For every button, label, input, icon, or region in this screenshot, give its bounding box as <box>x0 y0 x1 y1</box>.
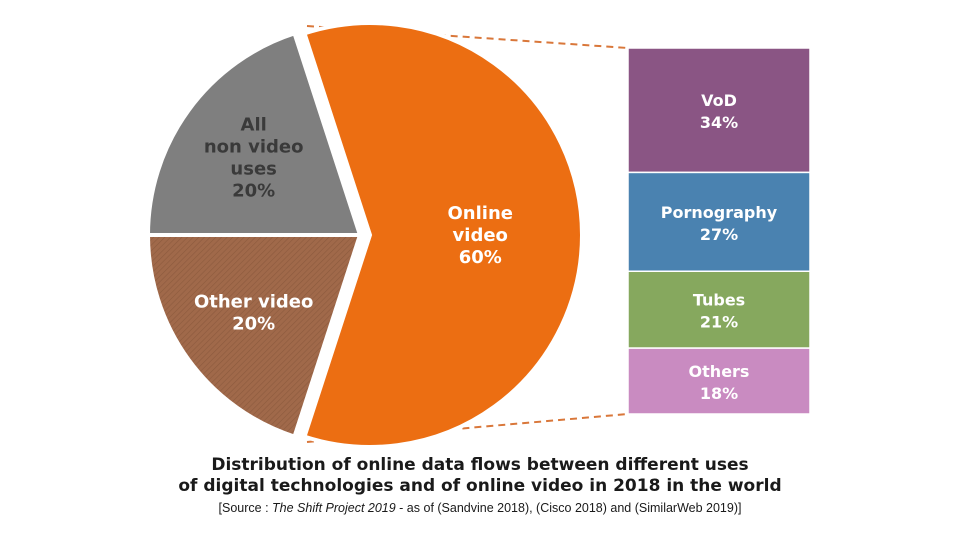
pie-chart: Online video 60%Other video 20%All non video… <box>145 21 584 449</box>
pie-label-online: Online video 60% <box>447 203 512 268</box>
bar-label-others: Others <box>689 362 750 381</box>
pie-label-line: 60% <box>459 247 502 268</box>
pie-label-line: All <box>241 115 267 136</box>
source-suffix: - as of (Sandvine 2018), (Cisco 2018) an… <box>395 501 742 515</box>
bar-value-others: 18% <box>700 384 738 403</box>
bar-label-vod: VoD <box>701 91 737 110</box>
caption-source: [Source : The Shift Project 2019 - as of… <box>0 500 960 516</box>
stacked-bar: VoD 34% Pornography 27% Tubes 21% Others 18% <box>627 47 811 415</box>
pie-label-line: uses <box>230 159 276 180</box>
bar-segment-others <box>627 347 811 415</box>
pie-label-all: All non video uses 20% <box>204 115 304 202</box>
pie-label-line: 20% <box>232 313 275 334</box>
bar-label-pornography: Pornography <box>661 203 778 222</box>
bar-segment-vod <box>627 47 811 174</box>
bar-value-vod: 34% <box>700 113 738 132</box>
pie-label-line: Other video <box>194 291 313 312</box>
source-italic: The Shift Project 2019 <box>272 501 396 515</box>
pie-label-line: non video <box>204 137 304 158</box>
pie-label-line: 20% <box>232 181 275 202</box>
bar-segment-tubes <box>627 270 811 349</box>
bar-label-tubes: Tubes <box>693 291 745 310</box>
pie-slice-other-video <box>145 233 363 440</box>
bar-segment-pornography <box>627 171 811 273</box>
caption-line-2: of digital technologies and of online vi… <box>178 476 782 496</box>
bar-value-pornography: 27% <box>700 225 738 244</box>
pie-label-other-video: Other video 20% <box>194 291 313 334</box>
pie-label-line: Online <box>447 203 512 224</box>
caption-line-1: Distribution of online data flows betwee… <box>211 455 749 475</box>
source-prefix: [Source : <box>218 501 273 515</box>
bar-value-tubes: 21% <box>700 313 738 332</box>
pie-slice-online <box>301 21 584 449</box>
pie-slice-all <box>145 30 363 237</box>
pie-label-line: video <box>453 225 508 246</box>
